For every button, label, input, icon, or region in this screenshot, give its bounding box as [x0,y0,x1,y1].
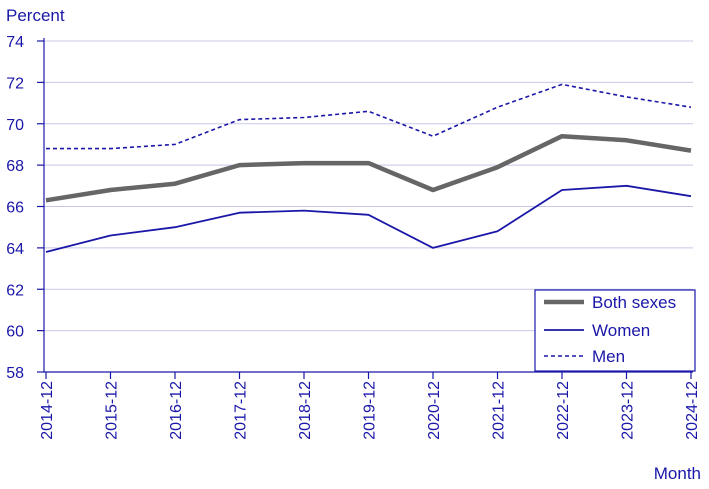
x-tick-label: 2019-12 [362,381,379,440]
x-tick-label: 2023-12 [620,381,637,440]
y-tick-label: 66 [6,200,24,217]
legend-label-women: Women [592,321,650,340]
series-lines [45,83,692,253]
x-tick-label: 2020-12 [426,381,443,440]
y-tick-label: 72 [6,75,24,92]
series-line-women [45,184,692,253]
x-tick-label: 2017-12 [233,381,250,440]
x-tick-label: 2014-12 [39,381,56,440]
y-tick-label: 62 [6,282,24,299]
legend: Both sexes Women Men [534,289,696,372]
x-tick-label: 2022-12 [555,381,572,440]
legend-label-both-sexes: Both sexes [592,293,676,312]
y-tick-label: 70 [6,117,24,134]
x-axis-title: Month [654,464,701,483]
x-tick-label: 2024-12 [684,381,701,440]
y-tick-label: 64 [6,241,24,258]
x-tick-label: 2016-12 [168,381,185,440]
x-tick-labels: 2014-12 2015-12 2016-12 2017-12 2018-12 2019-… [39,381,701,440]
x-tick-label: 2015-12 [104,381,121,440]
legend-label-men: Men [592,347,625,366]
series-line-men [46,83,692,150]
series-line-both-sexes [45,133,692,203]
axes [37,38,693,379]
y-tick-label: 68 [6,158,24,175]
y-tick-label: 60 [6,324,24,341]
y-tick-labels: 58 60 62 64 66 68 70 72 74 [6,34,24,382]
x-tick-label: 2021-12 [491,381,508,440]
y-tick-label: 58 [6,365,24,382]
y-axis-title: Percent [6,6,65,25]
y-tick-label: 74 [6,34,24,51]
x-tick-label: 2018-12 [297,381,314,440]
